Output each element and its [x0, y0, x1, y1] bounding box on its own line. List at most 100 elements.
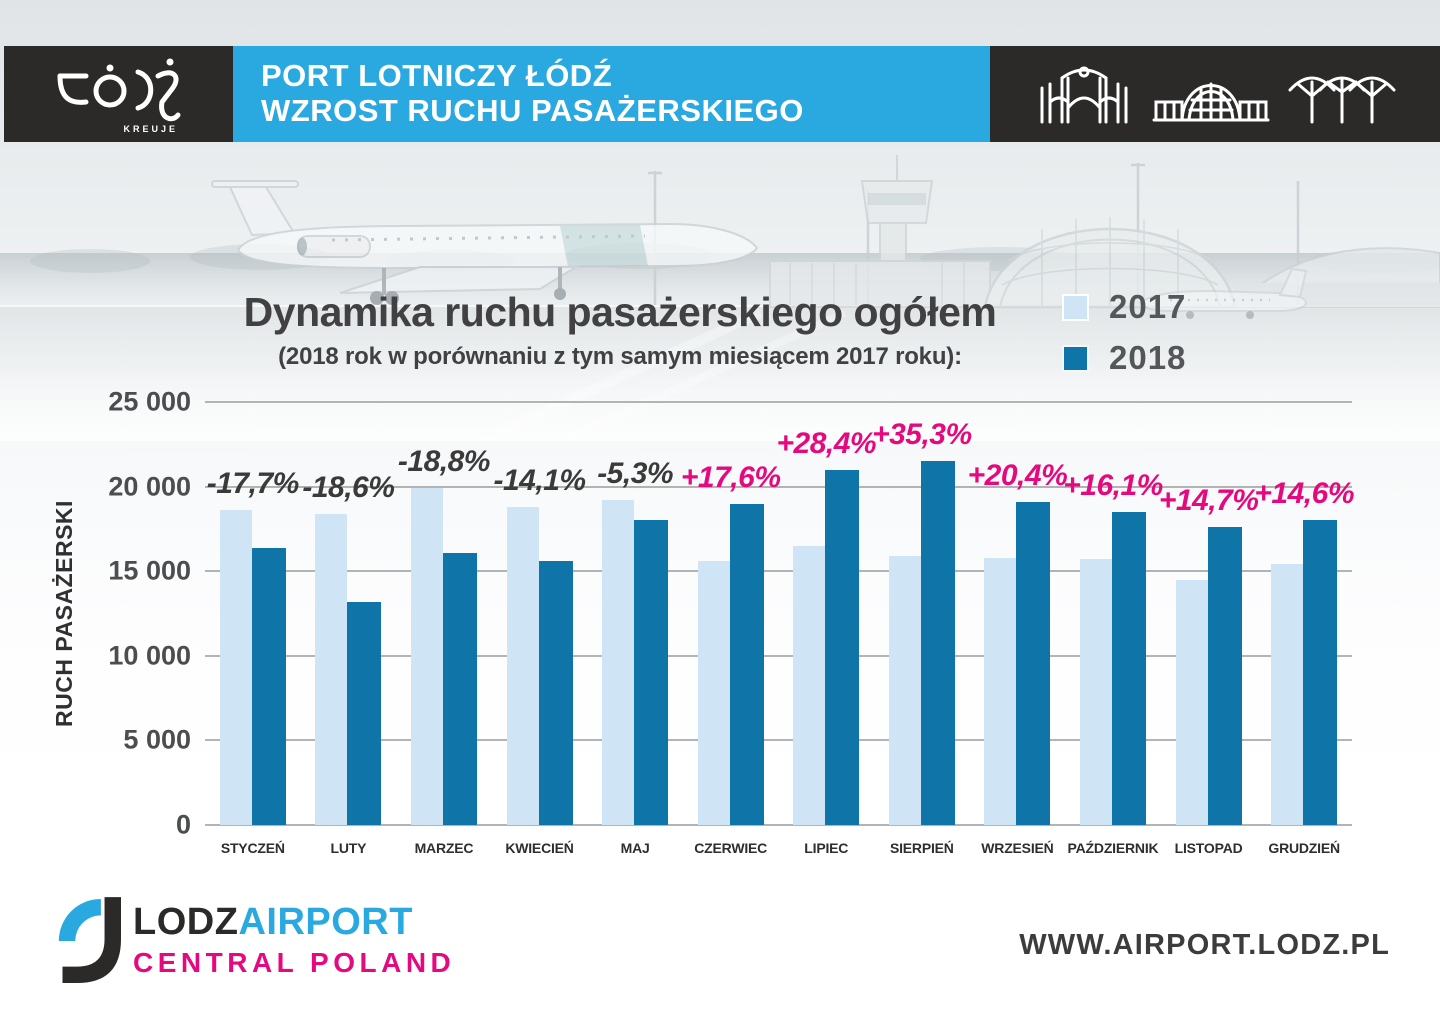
bar-2017-czerwiec — [697, 561, 730, 825]
wordmark-central-poland: CENTRAL POLAND — [133, 947, 456, 978]
y-tick-label: 5 000 — [123, 724, 191, 755]
bar-2017-marzec — [410, 488, 443, 825]
bar-2018-sierpień — [920, 461, 955, 825]
bar-group-styczeń — [205, 402, 301, 825]
bar-group-luty — [301, 402, 397, 825]
change-label-maj: -5,3% — [597, 457, 674, 491]
chart-title: Dynamika ruchu pasażerskiego ogółem — [243, 289, 997, 335]
change-label-luty: -18,6% — [302, 470, 395, 504]
bar-group-wrzesień — [970, 402, 1066, 825]
bar-group-kwiecień — [492, 402, 588, 825]
bar-2017-grudzień — [1271, 564, 1304, 825]
lodz-airport-wordmark: LODZAIRPORT CENTRAL POLAND — [133, 901, 455, 979]
canopy-pavilion-icon — [1288, 76, 1396, 124]
change-label-styczeń: -17,7% — [206, 467, 300, 501]
y-tick-label: 15 000 — [108, 555, 191, 586]
bar-group-lipiec — [778, 402, 874, 825]
bar-2018-czerwiec — [729, 503, 764, 825]
bar-2018-kwiecień — [538, 561, 573, 825]
bar-group-marzec — [396, 402, 492, 825]
y-tick-label: 25 000 — [108, 386, 191, 417]
y-tick-label: 10 000 — [108, 640, 191, 671]
y-tick-label: 20 000 — [108, 471, 191, 502]
y-axis-title: RUCH PASAŻERSKI — [50, 500, 77, 727]
header-title-line2: WZROST RUCHU PASAŻERSKIEGO — [261, 93, 804, 128]
bar-2017-kwiecień — [506, 506, 539, 825]
y-tick-label: 0 — [175, 809, 191, 840]
legend-swatch-2017 — [1062, 293, 1089, 321]
chart-heading: Dynamika ruchu pasażerskiego ogółem (201… — [120, 289, 1120, 371]
legend-label-2017: 2017 — [1109, 288, 1187, 325]
bar-2017-luty — [315, 513, 348, 825]
month-label-sierpień: SIERPIEŃ — [889, 840, 954, 856]
bar-group-czerwiec — [683, 402, 779, 825]
legend-item-2017: 2017 — [1062, 288, 1186, 326]
month-label-wrzesień: WRZESIEŃ — [981, 840, 1054, 856]
header-title-bar: PORT LOTNICZY ŁÓDŹ WZROST RUCHU PASAŻERS… — [233, 46, 990, 142]
bar-2018-grudzień — [1303, 520, 1338, 825]
month-label-listopad: LISTOPAD — [1174, 840, 1243, 856]
plot-area: 25 000 20 000 15 000 10 000 5 000 0 -17,7% -18,… — [108, 387, 1354, 840]
bar-2017-lipiec — [793, 545, 826, 825]
bar-group-grudzień — [1256, 402, 1352, 825]
kreuje-tagline: KREUJE — [123, 124, 178, 134]
change-label-lipiec: +28,4% — [776, 426, 877, 460]
bars-container — [205, 402, 1352, 825]
bar-2017-listopad — [1175, 579, 1208, 825]
change-label-czerwiec: +17,6% — [680, 460, 781, 494]
change-label-październik: +16,1% — [1063, 468, 1163, 502]
gridline-5000 — [205, 739, 1352, 742]
bar-group-październik — [1065, 402, 1161, 825]
legend-label-2018: 2018 — [1109, 339, 1187, 376]
wordmark-airport: AIRPORT — [238, 901, 413, 943]
website-url: WWW.AIRPORT.LODZ.PL — [1019, 929, 1390, 961]
bar-2018-maj — [634, 520, 669, 825]
change-label-kwiecień: -14,1% — [493, 463, 587, 497]
bar-2018-luty — [347, 601, 382, 825]
bar-2017-maj — [602, 500, 635, 825]
gridline-20000 — [205, 485, 1352, 488]
bar-2018-październik — [1111, 511, 1146, 825]
month-label-marzec: MARZEC — [414, 840, 474, 856]
month-label-lipiec: LIPIEC — [804, 840, 849, 856]
bar-2017-sierpień — [888, 555, 921, 825]
month-label-czerwiec: CZERWIEC — [694, 840, 768, 856]
month-label-październik: PAŹDZIERNIK — [1067, 840, 1159, 856]
month-label-kwiecień: KWIECIEŃ — [505, 840, 574, 856]
bar-2017-wrzesień — [984, 557, 1017, 825]
bar-group-listopad — [1161, 402, 1257, 825]
legend-swatch-2018 — [1062, 344, 1089, 372]
gridline-25000 — [205, 401, 1352, 403]
bar-2017-październik — [1079, 559, 1112, 825]
change-label-sierpień: +35,3% — [872, 418, 972, 452]
chart-legend: 2017 2018 — [1062, 288, 1186, 390]
x-axis-labels: STYCZEŃ LUTY MARZEC KWIECIEŃ MAJ CZERWIEC LIPI… — [205, 840, 1352, 856]
bar-2018-styczeń — [251, 547, 286, 825]
legend-item-2018: 2018 — [1062, 339, 1186, 377]
airplane — [211, 180, 759, 305]
change-label-marzec: -18,8% — [397, 445, 491, 479]
gridline-10000 — [205, 654, 1352, 657]
bar-2018-listopad — [1207, 527, 1242, 825]
month-label-luty: LUTY — [330, 840, 367, 856]
change-label-listopad: +14,7% — [1158, 484, 1259, 518]
bar-2018-marzec — [442, 552, 477, 825]
bar-2017-styczeń — [219, 510, 252, 825]
gridline-15000 — [205, 570, 1352, 573]
change-label-grudzień: +14,6% — [1254, 477, 1354, 511]
change-label-wrzesień: +20,4% — [967, 458, 1068, 492]
lodz-city-logo-box: KREUJE — [4, 46, 233, 142]
month-label-maj: MAJ — [620, 840, 650, 856]
gridline-0 — [205, 824, 1352, 826]
landmark-icons-box — [990, 46, 1440, 142]
city-gate-icon — [1040, 66, 1128, 124]
header-title-line1: PORT LOTNICZY ŁÓDŹ — [261, 58, 613, 93]
small-airplane — [1138, 267, 1308, 319]
lodz-kreuje-logo: KREUJE — [57, 58, 181, 134]
month-label-grudzień: GRUDZIEŃ — [1268, 840, 1340, 856]
terminal-building — [769, 155, 1440, 309]
bar-group-sierpień — [874, 402, 970, 825]
month-label-styczeń: STYCZEŃ — [220, 840, 285, 856]
bar-2018-wrzesień — [1016, 501, 1051, 825]
